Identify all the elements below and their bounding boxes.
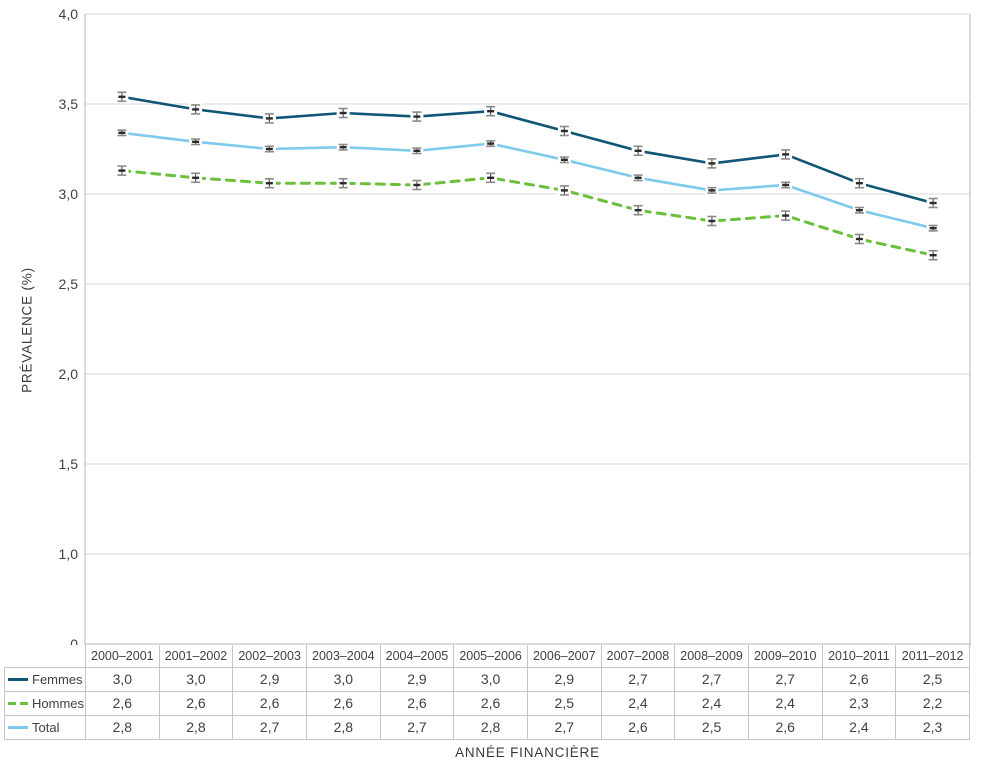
femmes-error-bars — [115, 90, 940, 210]
year-column-header: 2000–2001 — [85, 645, 160, 668]
data-table: 2000–2001 2001–2002 2002–2003 2003–2004 2004… — [4, 645, 970, 740]
legend-cell-femmes: Femmes — [4, 667, 86, 692]
y-tick-label: 1,5 — [58, 456, 78, 472]
x-axis-title: ANNÉE FINANCIÈRE — [455, 745, 600, 760]
table-value-cell: 2,6 — [821, 667, 897, 692]
table-value-cell: 2,4 — [821, 715, 897, 740]
legend-label: Total — [32, 720, 60, 735]
total-error-bars — [115, 128, 940, 233]
table-value-cell: 2,7 — [232, 715, 307, 740]
table-value-cell: 3,0 — [305, 667, 381, 692]
femmes-line-swatch-icon — [8, 678, 28, 682]
year-column-header: 2001–2002 — [158, 645, 234, 668]
y-tick-label: 4,0 — [58, 6, 78, 22]
table-value-cell: 3,0 — [85, 667, 160, 692]
table-value-cell: 2,9 — [379, 667, 455, 692]
table-value-cell: 2,7 — [379, 715, 455, 740]
table-value-cell: 2,4 — [674, 691, 749, 716]
table-value-cell: 2,6 — [85, 691, 160, 716]
table-value-cell: 2,7 — [526, 715, 602, 740]
table-value-cell: 2,8 — [453, 715, 528, 740]
legend-cell-hommes: Hommes — [4, 691, 86, 716]
table-value-cell: 2,5 — [895, 667, 970, 692]
table-value-cell: 2,6 — [600, 715, 676, 740]
total-line-swatch-icon — [8, 726, 28, 730]
table-value-cell: 2,6 — [158, 691, 234, 716]
year-column-header: 2003–2004 — [305, 645, 381, 668]
hommes-line-swatch-icon — [8, 702, 28, 706]
table-value-cell: 2,7 — [674, 667, 749, 692]
legend-label: Femmes — [32, 672, 83, 687]
year-column-header: 2004–2005 — [379, 645, 455, 668]
table-row-total: Total 2,8 2,8 2,7 2,8 2,7 2,8 2,7 2,6 2,5 2,6 2,4 2,… — [4, 715, 970, 740]
y-tick-label: 1,0 — [58, 546, 78, 562]
table-value-cell: 2,2 — [895, 691, 970, 716]
table-corner-cell — [4, 645, 86, 668]
table-value-cell: 2,4 — [747, 691, 823, 716]
table-value-cell: 2,9 — [526, 667, 602, 692]
y-tick-label: 3,5 — [58, 96, 78, 112]
table-value-cell: 2,8 — [85, 715, 160, 740]
table-value-cell: 2,7 — [747, 667, 823, 692]
year-column-header: 2007–2008 — [600, 645, 676, 668]
hommes-line — [120, 169, 935, 257]
y-tick-label: 2,5 — [58, 276, 78, 292]
y-axis-tick-labels: 4,0 3,5 3,0 2,5 2,0 1,5 1,0 0 — [0, 0, 78, 652]
year-column-header: 2009–2010 — [747, 645, 823, 668]
femmes-line — [121, 95, 934, 205]
table-value-cell: 2,9 — [232, 667, 307, 692]
hommes-error-bars — [115, 164, 940, 262]
table-value-cell: 3,0 — [158, 667, 234, 692]
legend-label: Hommes — [32, 696, 85, 711]
table-value-cell: 2,8 — [305, 715, 381, 740]
year-column-header: 2005–2006 — [453, 645, 528, 668]
axis-frame — [84, 14, 971, 646]
year-column-header: 2011–2012 — [895, 645, 970, 668]
table-value-cell: 2,7 — [600, 667, 676, 692]
legend-cell-total: Total — [4, 715, 86, 740]
total-line — [121, 131, 934, 230]
year-column-header: 2010–2011 — [821, 645, 897, 668]
y-tick-label: 2,0 — [58, 366, 78, 382]
year-header-row: 2000–2001 2001–2002 2002–2003 2003–2004 2004… — [4, 645, 970, 668]
year-column-header: 2006–2007 — [526, 645, 602, 668]
table-value-cell: 3,0 — [453, 667, 528, 692]
table-value-cell: 2,4 — [600, 691, 676, 716]
y-tick-label: 3,0 — [58, 186, 78, 202]
table-value-cell: 2,6 — [747, 715, 823, 740]
table-value-cell: 2,6 — [232, 691, 307, 716]
table-value-cell: 2,3 — [895, 715, 970, 740]
table-value-cell: 2,5 — [526, 691, 602, 716]
table-row-femmes: Femmes 3,0 3,0 2,9 3,0 2,9 3,0 2,9 2,7 2,7 2,7 2,6 2… — [4, 667, 970, 692]
table-value-cell: 2,3 — [821, 691, 897, 716]
table-row-hommes: Hommes 2,6 2,6 2,6 2,6 2,6 2,6 2,5 2,4 2,4 2,4 2,3 2… — [4, 691, 970, 716]
y-tick-label: 0 — [70, 636, 78, 652]
table-value-cell: 2,5 — [674, 715, 749, 740]
table-value-cell: 2,8 — [158, 715, 234, 740]
table-value-cell: 2,6 — [305, 691, 381, 716]
year-column-header: 2008–2009 — [674, 645, 749, 668]
gridlines — [85, 13, 970, 645]
line-plot — [84, 13, 971, 646]
year-column-header: 2002–2003 — [232, 645, 307, 668]
table-value-cell: 2,6 — [379, 691, 455, 716]
table-value-cell: 2,6 — [453, 691, 528, 716]
